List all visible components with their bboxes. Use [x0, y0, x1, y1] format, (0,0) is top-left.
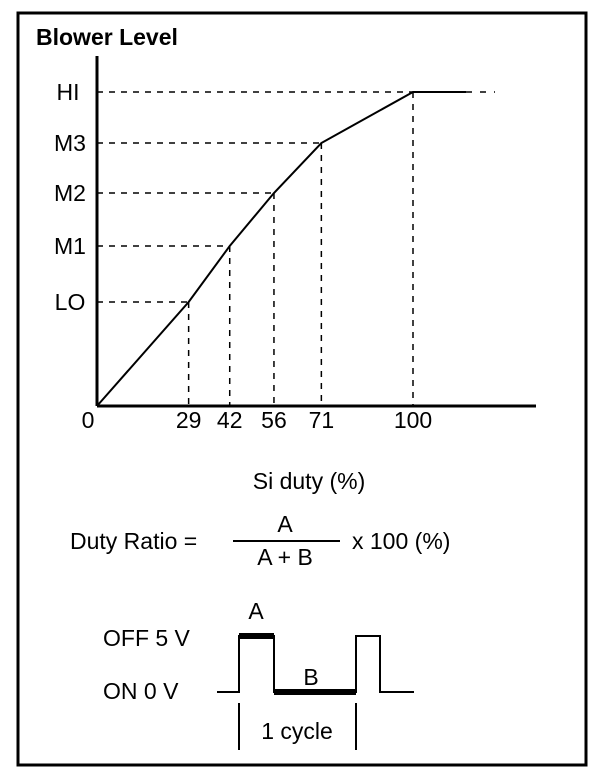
y-level-label-m2: M2 — [54, 180, 86, 206]
formula-lhs: Duty Ratio = — [70, 528, 197, 554]
outer-border — [16, 11, 588, 767]
cycle-label: 1 cycle — [261, 718, 333, 744]
series-line — [96, 91, 466, 407]
x-tick-label-100: 100 — [394, 407, 432, 433]
chart-title: Blower Level — [36, 24, 178, 50]
off-level-label: OFF 5 V — [103, 625, 191, 651]
y-level-label-m1: M1 — [54, 233, 86, 259]
x-tick-label-56: 56 — [261, 407, 287, 433]
duty-ratio-formula: Duty Ratio = A A + B x 100 (%) — [70, 511, 450, 570]
blower-chart: 0 LO M1 M2 M3 HI 29 42 56 71 100 — [54, 56, 536, 433]
y-level-label-hi: HI — [57, 79, 80, 105]
formula-rhs: x 100 (%) — [352, 528, 450, 554]
pulse-waveform: OFF 5 V ON 0 V A B 1 cycle — [103, 598, 414, 750]
formula-numerator: A — [277, 511, 293, 537]
on-level-label: ON 0 V — [103, 678, 179, 704]
y-level-label-lo: LO — [55, 289, 86, 315]
formula-denominator: A + B — [257, 544, 313, 570]
y-level-label-m3: M3 — [54, 130, 86, 156]
pulse-a-label: A — [248, 598, 264, 624]
x-axis-label: Si duty (%) — [253, 468, 365, 494]
pulse-b-label: B — [303, 664, 318, 690]
origin-label: 0 — [82, 407, 95, 433]
x-tick-label-42: 42 — [217, 407, 243, 433]
x-tick-label-29: 29 — [176, 407, 202, 433]
x-tick-label-71: 71 — [309, 407, 335, 433]
